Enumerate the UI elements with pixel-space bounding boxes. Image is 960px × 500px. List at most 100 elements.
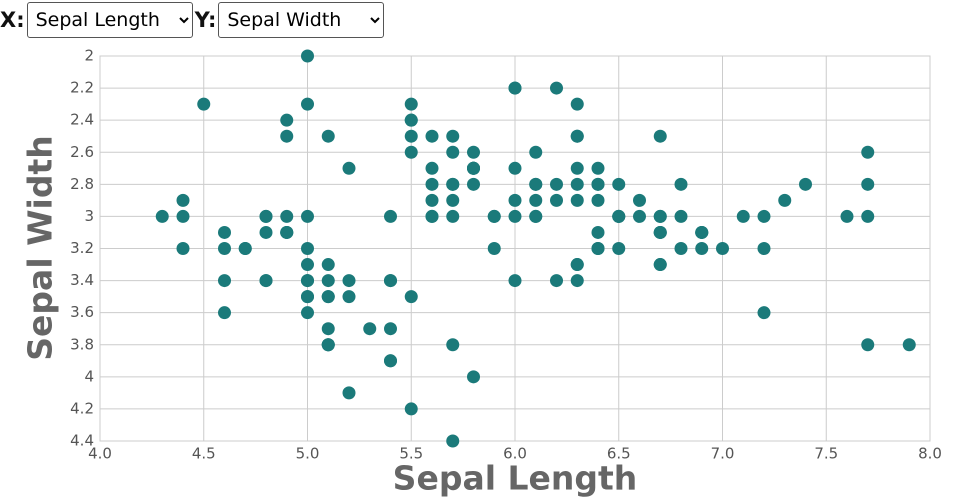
point [321,322,335,336]
point [550,274,563,288]
point [612,209,626,223]
y-tick-label: 4.2 [70,399,94,417]
point [653,258,667,272]
point [321,274,335,288]
point [508,81,522,95]
point [550,193,563,207]
x-tick-label: 7.5 [814,445,838,463]
y-select[interactable]: Sepal Width [218,2,385,38]
point [653,225,667,239]
y-axis-title: Sepal Width [21,135,60,360]
y-tick-label: 3.4 [70,271,94,289]
x-tick-label: 6.5 [607,445,631,463]
point [280,209,294,223]
point [570,274,584,288]
y-tick-label: 4 [84,367,94,385]
point [861,209,875,223]
point [695,225,709,239]
point [404,145,418,159]
y-tick-label: 3.6 [70,303,94,321]
point [384,354,397,368]
point [861,145,875,159]
point [218,306,231,320]
point [591,225,605,239]
point [425,193,439,207]
point [612,177,626,191]
point [529,177,543,191]
point [384,209,397,223]
point [861,177,875,191]
point [425,129,439,143]
point [861,338,875,352]
point [425,177,439,191]
y-tick-label: 2.6 [70,143,94,161]
point [384,322,397,336]
point [238,242,252,255]
y-tick-label: 2.8 [70,175,94,193]
point [674,177,688,191]
point [446,145,460,159]
point [570,161,584,175]
point [612,242,626,255]
point [259,209,273,223]
point [301,209,314,223]
point [757,242,771,255]
point [218,242,231,255]
point [197,97,211,111]
point [301,274,314,288]
point [570,193,584,207]
point [280,225,294,239]
point [446,209,460,223]
point [508,274,522,288]
point [529,193,543,207]
point [446,177,460,191]
point [570,129,584,143]
x-select-label: X: [0,8,25,32]
point [591,193,605,207]
point [446,129,460,143]
point [176,193,190,207]
point [467,161,480,175]
x-select[interactable]: Sepal Length [26,2,193,38]
y-tick-label: 3 [84,207,94,225]
x-axis-title: Sepal Length [393,459,638,498]
point [218,225,231,239]
point [591,242,605,255]
point [508,161,522,175]
point [218,274,231,288]
point [591,177,605,191]
point [321,290,335,304]
point [301,242,314,255]
point [404,290,418,304]
point [363,322,377,336]
point [674,242,688,255]
point [508,193,522,207]
point [342,290,356,304]
y-tick-label: 3.8 [70,335,94,353]
x-tick-label: 4.5 [192,445,216,463]
point [757,306,771,320]
point [342,161,356,175]
point [301,258,314,272]
point [404,402,418,416]
point [342,274,356,288]
x-tick-label: 4.0 [88,445,112,463]
point [529,145,543,159]
point [799,177,812,191]
x-tick-label: 8.0 [918,445,942,463]
point [301,306,314,320]
point [633,193,646,207]
point [695,242,709,255]
point [321,129,335,143]
point [404,129,418,143]
point [176,242,190,255]
point [570,258,584,272]
point [529,209,543,223]
point [653,209,667,223]
point [259,274,273,288]
point [550,81,563,95]
point [487,242,501,255]
point [425,209,439,223]
